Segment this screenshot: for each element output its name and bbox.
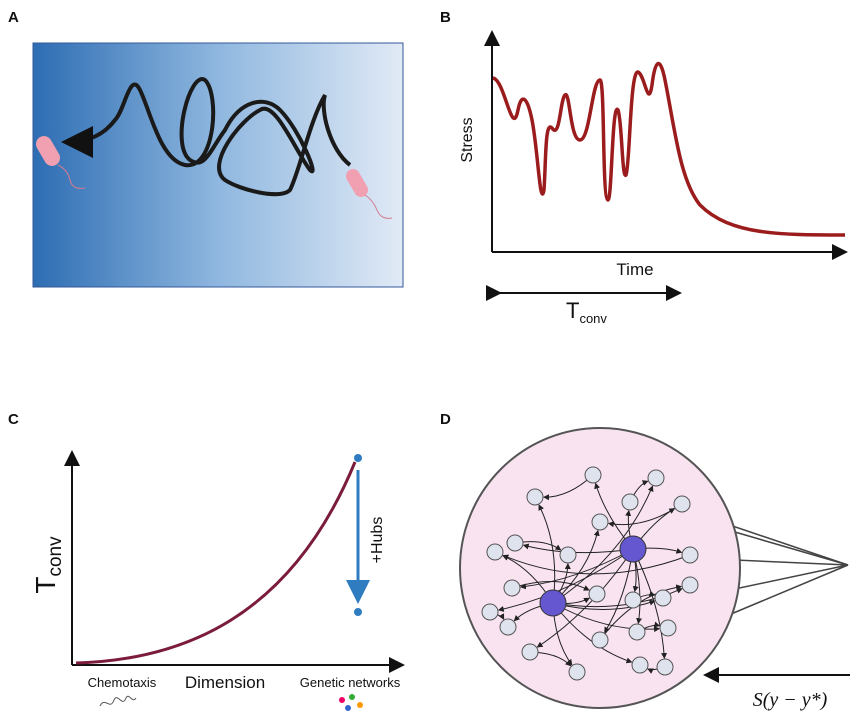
- axis-label: Dimension: [185, 673, 265, 692]
- node: [486, 543, 504, 561]
- node: [673, 495, 691, 513]
- flagellum: [364, 194, 393, 219]
- readout-line: [729, 564, 849, 591]
- point: [354, 454, 362, 462]
- network-boundary: [459, 427, 741, 709]
- edge: [552, 485, 654, 604]
- node: [628, 623, 646, 641]
- network: [481, 466, 699, 681]
- node: [591, 631, 609, 649]
- axis-end-label: Genetic networks: [300, 675, 401, 690]
- node: [568, 663, 586, 681]
- readout-line: [727, 529, 849, 566]
- node: [506, 534, 524, 552]
- symbol: T: [30, 577, 61, 594]
- hub-node: [539, 589, 567, 617]
- subscript: conv: [45, 536, 66, 577]
- node: [591, 513, 609, 531]
- bacterium: [346, 169, 368, 197]
- bacterium-path: [61, 77, 352, 197]
- node: [621, 493, 639, 511]
- stress-curve: [492, 62, 846, 237]
- node: [584, 466, 602, 484]
- hub-node: [619, 535, 647, 563]
- node: [559, 546, 577, 564]
- edge: [519, 548, 634, 590]
- axis-end-label: Chemotaxis: [88, 675, 157, 690]
- feedback-label: S(y − y*): [753, 689, 828, 711]
- bacterium: [36, 136, 60, 166]
- node: [499, 618, 517, 636]
- point: [354, 608, 362, 616]
- edge: [536, 548, 634, 648]
- node: [588, 585, 606, 603]
- edge: [497, 548, 634, 612]
- node: [656, 658, 674, 676]
- panel-label: C: [8, 411, 19, 428]
- node: [681, 546, 699, 564]
- icon: [99, 695, 137, 707]
- axis-label: Stress: [459, 117, 476, 162]
- readout-line: [711, 564, 849, 623]
- node: [481, 603, 499, 621]
- icon: [339, 694, 363, 711]
- panel-label: A: [8, 9, 19, 26]
- panel-label: B: [440, 9, 451, 26]
- subscript: conv: [579, 311, 607, 326]
- node: [503, 579, 521, 597]
- node: [659, 619, 677, 637]
- span-label: Tconv: [566, 298, 607, 326]
- node: [526, 488, 544, 506]
- node: [654, 589, 672, 607]
- node: [631, 656, 649, 674]
- node: [521, 643, 539, 661]
- axis-label: Time: [616, 260, 653, 279]
- arrow-label: +Hubs: [369, 517, 386, 564]
- axis-label: Tconv: [30, 536, 66, 594]
- panel-label: D: [440, 411, 451, 428]
- flagellum: [57, 164, 86, 189]
- edge: [502, 554, 691, 575]
- node: [647, 469, 665, 487]
- growth-curve: [75, 461, 357, 665]
- readout-line: [734, 559, 849, 566]
- node: [624, 591, 642, 609]
- symbol: T: [566, 298, 579, 323]
- node: [681, 576, 699, 594]
